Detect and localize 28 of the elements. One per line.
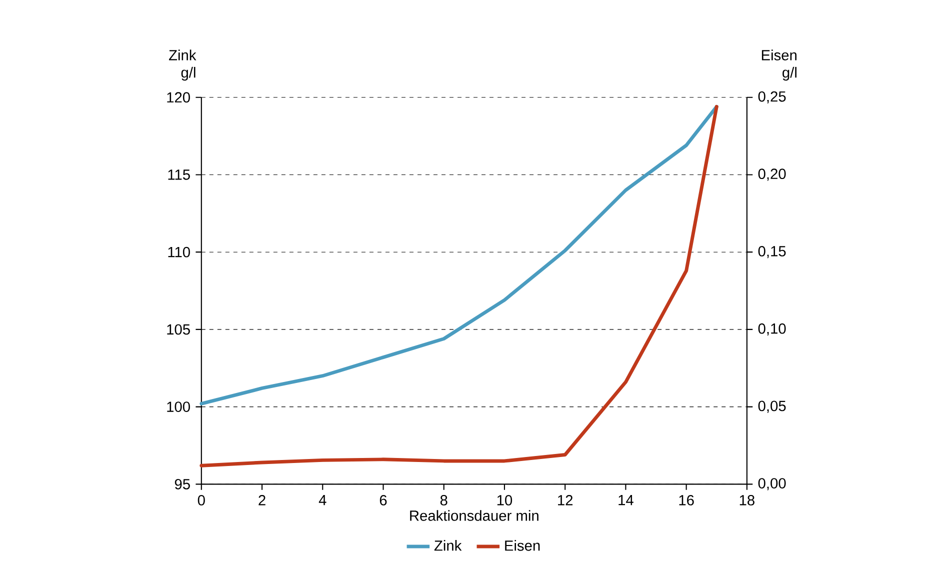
x-tick-label: 14: [618, 495, 634, 506]
x-tick-label: 10: [497, 495, 512, 506]
line-series: [200, 104, 718, 468]
legend-label: Eisen: [505, 540, 540, 551]
y-tick-label: 100: [167, 402, 190, 412]
y2-tick-label: 0,05: [758, 400, 786, 413]
x-tick-label: 6: [380, 495, 387, 506]
y2-tick-label: 0,00: [758, 478, 786, 490]
x-tick-label: 12: [558, 495, 573, 506]
y-tick-label: 95: [174, 479, 190, 490]
x-tick-label: 4: [318, 495, 326, 506]
y2-tick-label: 0,15: [758, 246, 786, 258]
y2-tick-label: 0,20: [758, 168, 786, 181]
y-tick-label: 115: [168, 170, 190, 180]
legend-label: Zink: [434, 540, 462, 551]
y-tick-label: 110: [168, 246, 190, 258]
x-tick-label: 16: [679, 495, 694, 506]
x-tick-label: 18: [740, 495, 754, 506]
x-axis-title: Reaktionsdauer min: [410, 510, 538, 521]
y2-tick-label: 0,10: [758, 323, 786, 336]
y2-axis-title: Eisen g/l: [762, 50, 796, 81]
x-tick-label: 2: [258, 495, 266, 506]
y-tick-label: 120: [167, 92, 190, 103]
y-tick-label: 105: [167, 324, 190, 335]
y-axis-title: Zink g/l: [168, 50, 196, 81]
y2-tick-label: 0,25: [758, 91, 786, 104]
x-tick-label: 8: [440, 495, 448, 506]
x-tick-label: 0: [198, 495, 205, 506]
